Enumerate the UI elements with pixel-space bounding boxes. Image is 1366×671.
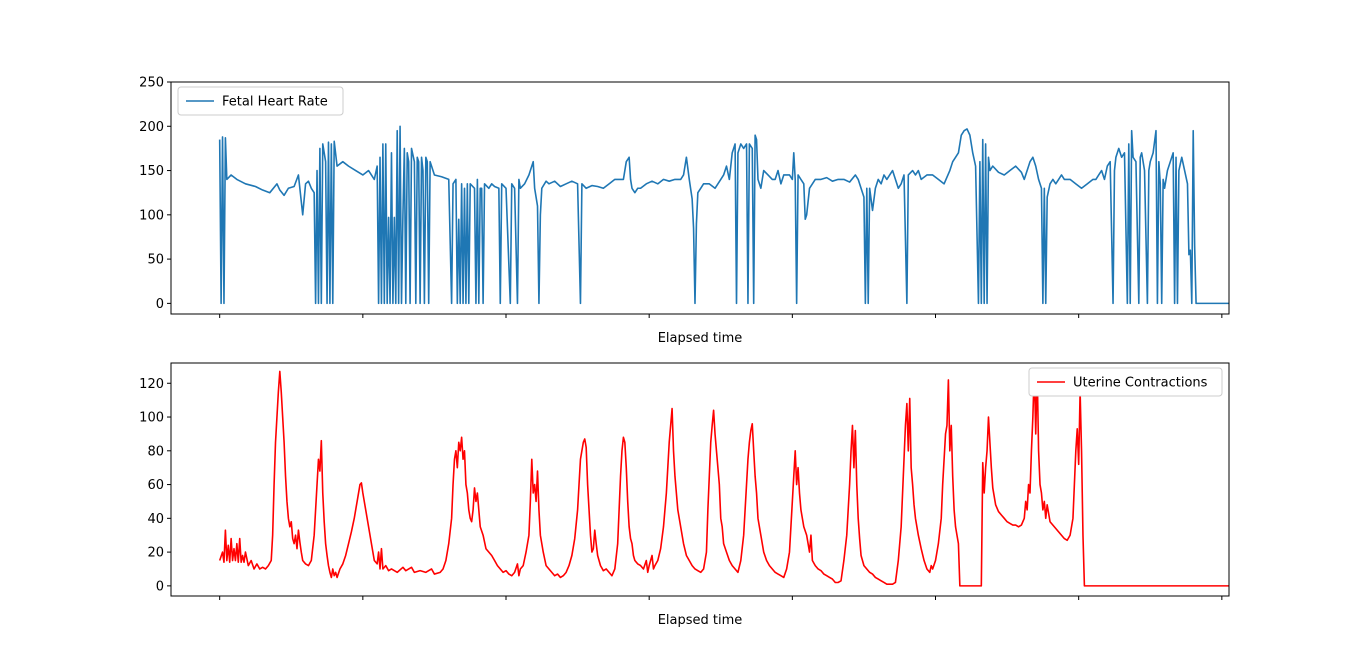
y-tick-label: 20 — [147, 546, 164, 561]
legend-label: Fetal Heart Rate — [222, 95, 328, 110]
legend-box — [1028, 367, 1223, 397]
legend: Fetal Heart Rate — [177, 86, 344, 116]
legend: Uterine Contractions — [1028, 367, 1223, 397]
y-tick-label: 200 — [139, 120, 164, 135]
y-tick-label: 150 — [139, 164, 164, 179]
series-line-1-1 — [218, 125, 1229, 305]
chart-panel-1: 0 50 100 150 200 250 Elapsed time Fetal Heart R… — [139, 76, 1230, 346]
plot-frame — [170, 362, 1230, 597]
legend-label: Uterine Contractions — [1073, 376, 1208, 391]
y-tick-label: 250 — [139, 76, 164, 91]
x-axis-label: Elapsed time — [658, 331, 743, 346]
y-tick-label: 60 — [147, 478, 164, 493]
y-tick-label: 120 — [139, 377, 164, 392]
y-tick-label: 80 — [147, 444, 164, 459]
series-line-2-1 — [218, 368, 1229, 587]
chart-panel-2: 0 20 40 60 80 100 120 Elapsed time Uterine Contr… — [139, 362, 1230, 628]
y-tick-label: 100 — [139, 208, 164, 223]
x-axis-label: Elapsed time — [658, 613, 743, 628]
y-tick-label: 40 — [147, 512, 164, 527]
y-tick-label: 0 — [156, 297, 164, 312]
y-tick-label: 0 — [156, 579, 164, 594]
y-tick-label: 50 — [147, 253, 164, 268]
y-tick-label: 100 — [139, 411, 164, 426]
plot-frame — [170, 81, 1230, 315]
legend-box — [177, 86, 344, 116]
